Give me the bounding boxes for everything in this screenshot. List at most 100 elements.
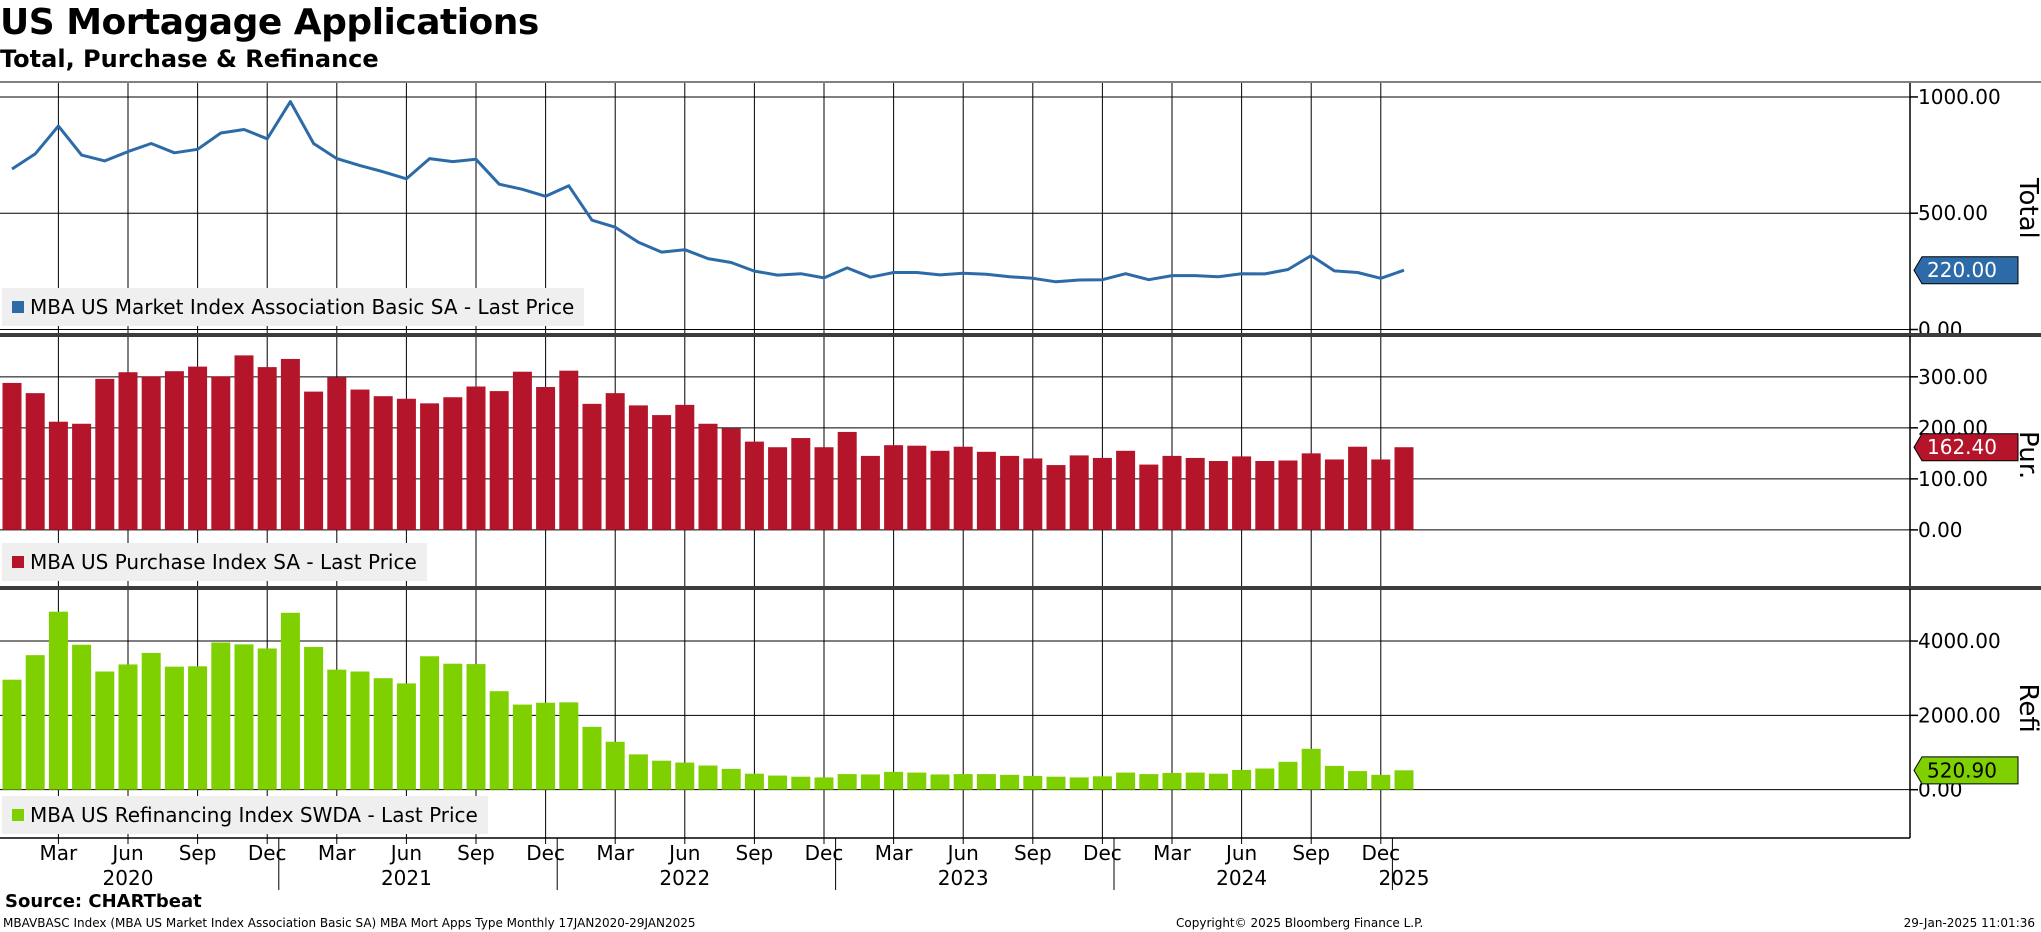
- data-bar: [652, 760, 672, 790]
- legend-refi: MBA US Refinancing Index SWDA - Last Pri…: [2, 796, 488, 834]
- data-bar: [721, 768, 741, 790]
- chart-title: US Mortagage Applications: [0, 2, 539, 43]
- data-bar: [1371, 459, 1391, 530]
- data-bar: [95, 378, 115, 530]
- data-bar: [1162, 772, 1182, 790]
- data-bar: [976, 451, 996, 530]
- data-bar: [1139, 464, 1159, 530]
- x-tick-label: Jun: [667, 841, 700, 865]
- data-bar: [907, 445, 927, 530]
- data-bar: [25, 393, 45, 530]
- data-bar: [48, 611, 68, 790]
- data-bar: [164, 666, 184, 790]
- legend-total: MBA US Market Index Association Basic SA…: [2, 288, 585, 326]
- data-bar: [118, 664, 138, 790]
- panel-label: Pur.: [2013, 431, 2041, 479]
- data-bar: [675, 404, 695, 530]
- data-bar: [489, 691, 509, 790]
- data-bar: [837, 431, 857, 530]
- data-bar: [1023, 775, 1043, 790]
- data-line: [11, 100, 1405, 284]
- data-bar: [1046, 776, 1066, 790]
- y-tick-label: 300.00: [1918, 365, 1988, 389]
- panel-label: Refi: [2013, 684, 2041, 733]
- y-tick-label: 4000.00: [1918, 629, 2001, 653]
- data-bar: [1278, 460, 1298, 530]
- data-bar: [1324, 459, 1344, 530]
- data-bar: [768, 775, 788, 790]
- data-bar: [814, 777, 834, 790]
- data-bar: [628, 754, 648, 790]
- legend-purchase-swatch: [12, 556, 24, 568]
- data-bar: [907, 772, 927, 790]
- x-tick-label: Mar: [596, 841, 635, 865]
- x-year-label: 2020: [103, 866, 154, 890]
- data-bar: [118, 372, 138, 530]
- x-tick-label: Dec: [805, 841, 844, 865]
- legend-total-swatch: [12, 301, 24, 313]
- data-bar: [721, 428, 741, 530]
- data-bar: [211, 376, 231, 530]
- data-bar: [489, 391, 509, 530]
- x-tick-label: Sep: [1014, 841, 1052, 865]
- data-bar: [1185, 772, 1205, 790]
- data-bar: [605, 393, 625, 530]
- data-bar: [1255, 461, 1275, 530]
- data-bar: [1394, 770, 1414, 790]
- data-bar: [280, 358, 300, 530]
- data-bar: [1348, 446, 1368, 530]
- data-bar: [1301, 748, 1321, 790]
- x-tick-label: Mar: [318, 841, 357, 865]
- data-bar: [396, 683, 416, 790]
- x-year-label: 2024: [1216, 866, 1267, 890]
- data-bar: [1232, 456, 1252, 530]
- last-value-tag: [1913, 256, 2019, 285]
- x-tick-label: Mar: [875, 841, 914, 865]
- data-bar: [420, 656, 440, 790]
- x-tick-label: Dec: [248, 841, 287, 865]
- data-bar: [211, 642, 231, 790]
- x-tick-label: Jun: [1224, 841, 1257, 865]
- data-bar: [698, 765, 718, 790]
- x-year-label: 2022: [659, 866, 710, 890]
- data-bar: [1139, 774, 1159, 790]
- data-bar: [559, 370, 579, 530]
- source-note: Source: CHARTbeat: [5, 891, 202, 912]
- data-bar: [350, 389, 370, 530]
- x-tick-label: Jun: [389, 841, 422, 865]
- data-bar: [791, 776, 811, 790]
- x-year-label: 2025: [1379, 866, 1430, 890]
- data-bar: [188, 366, 208, 530]
- data-bar: [1394, 447, 1414, 530]
- data-bar: [327, 377, 347, 530]
- data-bar: [837, 774, 857, 790]
- data-bar: [791, 438, 811, 530]
- data-bar: [744, 441, 764, 530]
- data-bar: [1116, 772, 1136, 790]
- data-bar: [1232, 769, 1252, 790]
- data-bar: [1046, 465, 1066, 530]
- panel-label: Total: [2013, 177, 2041, 239]
- data-bar: [443, 397, 463, 530]
- data-bar: [1278, 761, 1298, 790]
- data-bar: [373, 396, 393, 530]
- data-bar: [304, 391, 324, 530]
- data-bar: [1069, 455, 1089, 530]
- legend-purchase: MBA US Purchase Index SA - Last Price: [2, 543, 427, 581]
- data-bar: [512, 704, 532, 790]
- index-description: MBAVBASC Index (MBA US Market Index Asso…: [3, 916, 696, 930]
- data-bar: [1000, 774, 1020, 790]
- last-value-tag: [1913, 433, 2019, 462]
- data-bar: [234, 355, 254, 530]
- data-bar: [257, 648, 277, 790]
- x-tick-label: Dec: [1361, 841, 1400, 865]
- y-tick-label: 0.00: [1918, 518, 1963, 542]
- x-tick-label: Jun: [946, 841, 979, 865]
- data-bar: [164, 371, 184, 530]
- data-bar: [72, 423, 92, 530]
- data-bar: [443, 663, 463, 790]
- legend-total-label: MBA US Market Index Association Basic SA…: [30, 295, 575, 319]
- data-bar: [1116, 450, 1136, 530]
- data-bar: [1255, 768, 1275, 790]
- legend-purchase-label: MBA US Purchase Index SA - Last Price: [30, 550, 417, 574]
